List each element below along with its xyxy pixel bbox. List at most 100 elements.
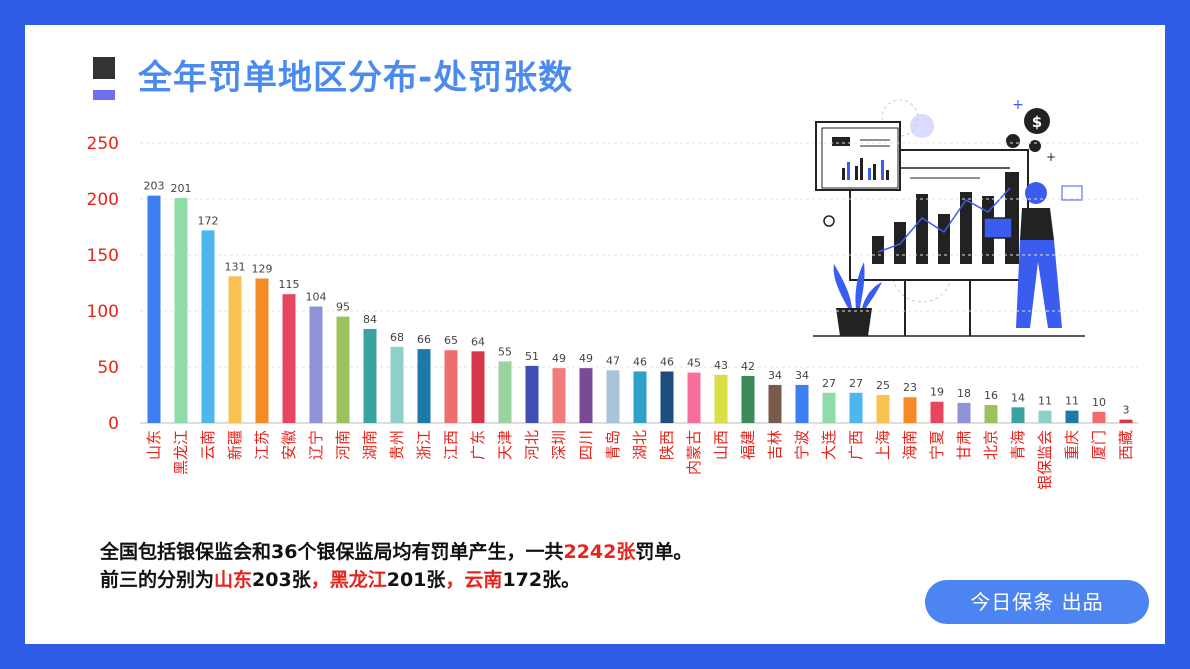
y-tick-label: 100 bbox=[87, 302, 119, 322]
bar-value-label: 11 bbox=[1038, 395, 1052, 408]
bar bbox=[1065, 410, 1079, 423]
bar bbox=[498, 361, 512, 423]
x-tick-label: 江西 bbox=[442, 430, 460, 460]
bar-value-label: 66 bbox=[417, 333, 431, 346]
caption-line-2: 前三的分别为山东203张，黑龙江201张，云南172张。 bbox=[100, 566, 692, 594]
svg-text:+: + bbox=[1012, 97, 1024, 113]
bar-value-label: 84 bbox=[363, 313, 377, 326]
bar-value-label: 19 bbox=[930, 386, 944, 399]
x-tick-label: 海南 bbox=[901, 430, 919, 460]
x-tick-label: 福建 bbox=[739, 430, 757, 460]
caption-line-1: 全国包括银保监会和36个银保监局均有罚单产生，一共2242张罚单。 bbox=[100, 538, 692, 566]
bar-value-label: 18 bbox=[957, 387, 971, 400]
title-marker-purple bbox=[93, 90, 115, 100]
x-tick-label: 安徽 bbox=[280, 430, 298, 460]
caption-text: 全国包括银保监会和36个银保监局均有罚单产生，一共 bbox=[100, 541, 564, 563]
bar bbox=[714, 374, 728, 423]
x-tick-label: 宁夏 bbox=[928, 430, 946, 460]
bar bbox=[228, 276, 242, 423]
bar bbox=[633, 371, 647, 423]
bar-series bbox=[147, 195, 1133, 423]
bar-value-label: 129 bbox=[252, 263, 273, 276]
x-tick-label: 河北 bbox=[523, 430, 541, 460]
bar bbox=[147, 195, 161, 423]
bar bbox=[417, 349, 431, 423]
bar-value-label: 51 bbox=[525, 350, 539, 363]
bar bbox=[957, 402, 971, 423]
bar bbox=[282, 294, 296, 423]
x-axis-category-labels: 山东 黑龙江 云南 新疆 江苏 安徽 辽宁 河南 湖南 贵州 浙江 江西 广东 天津 河北 深圳 四川 青岛 湖北陕… bbox=[145, 430, 1135, 490]
x-tick-label: 河南 bbox=[334, 430, 352, 460]
caption-top3-value: 172张。 bbox=[502, 569, 581, 591]
slide-panel bbox=[25, 25, 1165, 644]
caption-total: 2242张 bbox=[563, 541, 636, 563]
bar-value-label: 95 bbox=[336, 301, 350, 314]
caption-text: 罚单。 bbox=[635, 541, 693, 563]
x-tick-label: 内蒙古 bbox=[685, 430, 703, 475]
x-tick-label: 云南 bbox=[199, 430, 217, 460]
x-tick-label: 江苏 bbox=[253, 430, 271, 460]
bar-value-label: 201 bbox=[171, 182, 192, 195]
caption-separator: ， bbox=[445, 569, 465, 591]
bar bbox=[390, 346, 404, 423]
x-tick-label: 北京 bbox=[982, 430, 1000, 460]
bar-value-label: 27 bbox=[849, 377, 863, 390]
bar bbox=[849, 392, 863, 423]
bar-value-label: 172 bbox=[198, 214, 219, 227]
bar-value-label: 16 bbox=[984, 389, 998, 402]
bar-value-label: 46 bbox=[633, 355, 647, 368]
x-tick-label: 甘肃 bbox=[955, 430, 973, 460]
caption-top2-value: 201张 bbox=[386, 569, 446, 591]
x-tick-label: 黑龙江 bbox=[172, 430, 190, 475]
x-tick-label: 陕西 bbox=[658, 430, 676, 460]
bar-value-label: 25 bbox=[876, 379, 890, 392]
bar-value-labels: 203 201 172 131 129 115 104 95 84 68 66 65 64 55 51 49 4… bbox=[144, 180, 1130, 417]
bar bbox=[471, 351, 485, 423]
bar bbox=[741, 375, 755, 423]
bar-value-label: 68 bbox=[390, 331, 404, 344]
bar-value-label: 23 bbox=[903, 381, 917, 394]
svg-text:+: + bbox=[1046, 150, 1056, 164]
x-tick-label: 深圳 bbox=[550, 430, 568, 460]
x-tick-label: 湖北 bbox=[631, 430, 649, 460]
bar bbox=[606, 370, 620, 423]
bar bbox=[687, 372, 701, 423]
caption-text: 前三的分别为 bbox=[100, 569, 215, 591]
x-tick-label: 山东 bbox=[145, 430, 163, 460]
svg-text:$: $ bbox=[1032, 113, 1042, 131]
bar-value-label: 49 bbox=[552, 352, 566, 365]
bar-value-label: 46 bbox=[660, 355, 674, 368]
presentation-illustration: $ + + bbox=[813, 97, 1085, 337]
x-tick-label: 广西 bbox=[847, 430, 865, 460]
x-tick-label: 西藏 bbox=[1117, 430, 1135, 460]
bar bbox=[579, 368, 593, 423]
bar bbox=[930, 401, 944, 423]
x-tick-label: 上海 bbox=[874, 430, 892, 460]
x-tick-label: 银保监会 bbox=[1036, 430, 1054, 490]
y-tick-label: 50 bbox=[97, 358, 119, 378]
x-tick-label: 青海 bbox=[1009, 430, 1027, 460]
x-tick-label: 广东 bbox=[469, 430, 487, 460]
bar bbox=[363, 328, 377, 423]
x-tick-label: 天津 bbox=[496, 430, 514, 460]
bar-value-label: 11 bbox=[1065, 395, 1079, 408]
bar-value-label: 43 bbox=[714, 359, 728, 372]
bar bbox=[1011, 407, 1025, 423]
publisher-badge[interactable]: 今日保条 出品 bbox=[925, 580, 1149, 624]
page-title: 全年罚单地区分布-处罚张数 bbox=[138, 58, 574, 98]
title-marker-dark bbox=[93, 57, 115, 79]
bar-value-label: 34 bbox=[768, 369, 782, 382]
bar-value-label: 14 bbox=[1011, 391, 1025, 404]
chart-gridlines bbox=[140, 142, 1138, 368]
bar bbox=[1038, 410, 1052, 423]
x-tick-label: 青岛 bbox=[604, 430, 622, 460]
bar-value-label: 203 bbox=[144, 180, 165, 193]
bar-value-label: 131 bbox=[225, 260, 246, 273]
caption-separator: ， bbox=[310, 569, 330, 591]
x-tick-label: 新疆 bbox=[226, 430, 244, 460]
caption-top1-value: 203张 bbox=[252, 569, 311, 591]
y-tick-label: 250 bbox=[87, 134, 119, 154]
x-tick-label: 贵州 bbox=[388, 430, 406, 460]
bar-value-label: 64 bbox=[471, 335, 485, 348]
